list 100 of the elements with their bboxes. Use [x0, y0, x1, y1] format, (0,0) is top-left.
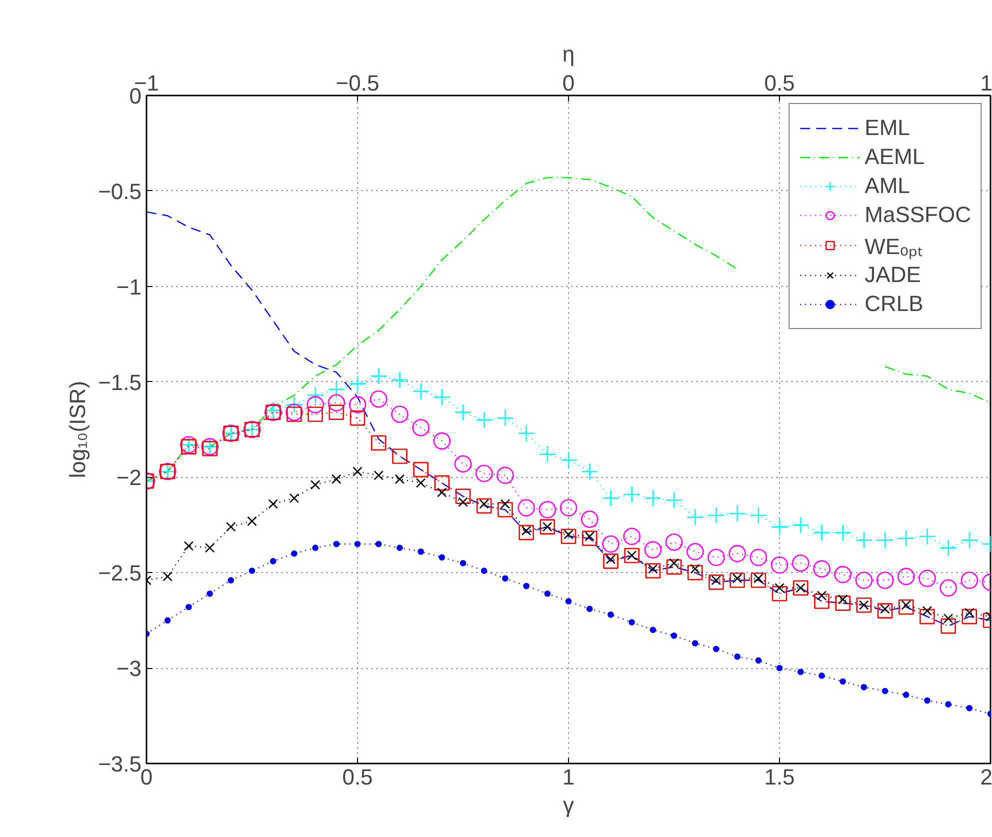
point — [370, 435, 386, 451]
point — [818, 672, 825, 679]
point — [876, 572, 894, 589]
y-axis-title: log₁₀(ISR) — [65, 380, 90, 478]
point — [922, 606, 932, 616]
point — [328, 404, 344, 420]
point — [350, 410, 366, 426]
point — [565, 598, 572, 604]
point — [644, 541, 662, 558]
point — [286, 406, 302, 422]
legend-label: AEML — [864, 143, 925, 171]
point — [943, 614, 954, 624]
point — [902, 692, 910, 698]
point — [713, 646, 720, 652]
point — [792, 516, 810, 534]
point — [792, 554, 810, 572]
point — [586, 606, 593, 612]
point — [328, 380, 346, 398]
point — [882, 688, 888, 694]
point — [538, 446, 556, 463]
point — [412, 382, 430, 400]
point — [455, 488, 471, 504]
point — [897, 530, 915, 547]
point — [687, 564, 703, 580]
point — [730, 572, 745, 588]
point — [289, 493, 300, 504]
point — [333, 540, 340, 548]
x2-tick-label: 0.5 — [764, 70, 795, 96]
point — [286, 404, 303, 421]
point — [498, 502, 513, 518]
point — [920, 608, 935, 624]
point — [840, 678, 846, 685]
point — [162, 572, 172, 582]
point — [184, 541, 194, 551]
point — [418, 548, 424, 555]
point — [437, 488, 447, 498]
point — [560, 451, 578, 469]
point — [352, 466, 362, 476]
point — [580, 510, 598, 528]
point — [412, 418, 430, 436]
point — [750, 506, 768, 524]
point — [206, 590, 213, 597]
point — [602, 535, 620, 553]
x-tick-label: 1.5 — [764, 764, 795, 790]
point — [813, 524, 830, 542]
point — [370, 390, 388, 408]
point — [860, 684, 868, 690]
point — [898, 599, 914, 615]
point — [328, 394, 346, 412]
point — [776, 664, 783, 672]
point — [523, 582, 530, 590]
point — [391, 406, 408, 423]
y-tick-label: −1.5 — [98, 370, 142, 395]
point — [940, 539, 957, 556]
point — [348, 396, 366, 414]
point — [332, 474, 342, 484]
point — [560, 528, 576, 544]
point — [945, 701, 952, 708]
point — [544, 590, 551, 597]
point — [496, 409, 514, 427]
point — [603, 554, 618, 569]
point — [728, 504, 746, 522]
point — [876, 532, 894, 549]
point — [475, 464, 493, 482]
point — [306, 396, 324, 414]
point — [310, 480, 320, 490]
point — [602, 490, 620, 507]
legend-label: JADE — [864, 261, 921, 289]
point — [433, 388, 451, 406]
point — [286, 396, 303, 414]
point — [204, 542, 215, 553]
point — [270, 558, 276, 564]
point — [354, 540, 361, 548]
legend-label: MaSSFOC — [864, 201, 971, 229]
point — [708, 574, 724, 590]
point — [480, 568, 488, 574]
legend-label: CRLB — [864, 290, 924, 318]
point — [940, 579, 957, 597]
y-tick-label: −3 — [116, 656, 142, 682]
point — [686, 508, 704, 526]
point — [560, 499, 578, 516]
point — [500, 499, 510, 509]
point — [454, 455, 472, 472]
point — [248, 568, 256, 574]
point — [708, 506, 725, 524]
point — [518, 424, 535, 442]
x-tick-label: 1 — [562, 764, 575, 790]
x-tick-label: 2 — [980, 764, 992, 790]
x2-axis-title: η — [562, 42, 575, 66]
point — [960, 532, 978, 549]
point — [247, 516, 257, 526]
point — [476, 498, 492, 514]
y-tick-label: −3.5 — [98, 752, 142, 776]
point — [650, 626, 656, 634]
point — [856, 597, 872, 613]
point — [291, 550, 298, 557]
point — [966, 705, 973, 712]
point — [268, 499, 278, 509]
point — [396, 544, 403, 551]
point — [348, 375, 366, 392]
